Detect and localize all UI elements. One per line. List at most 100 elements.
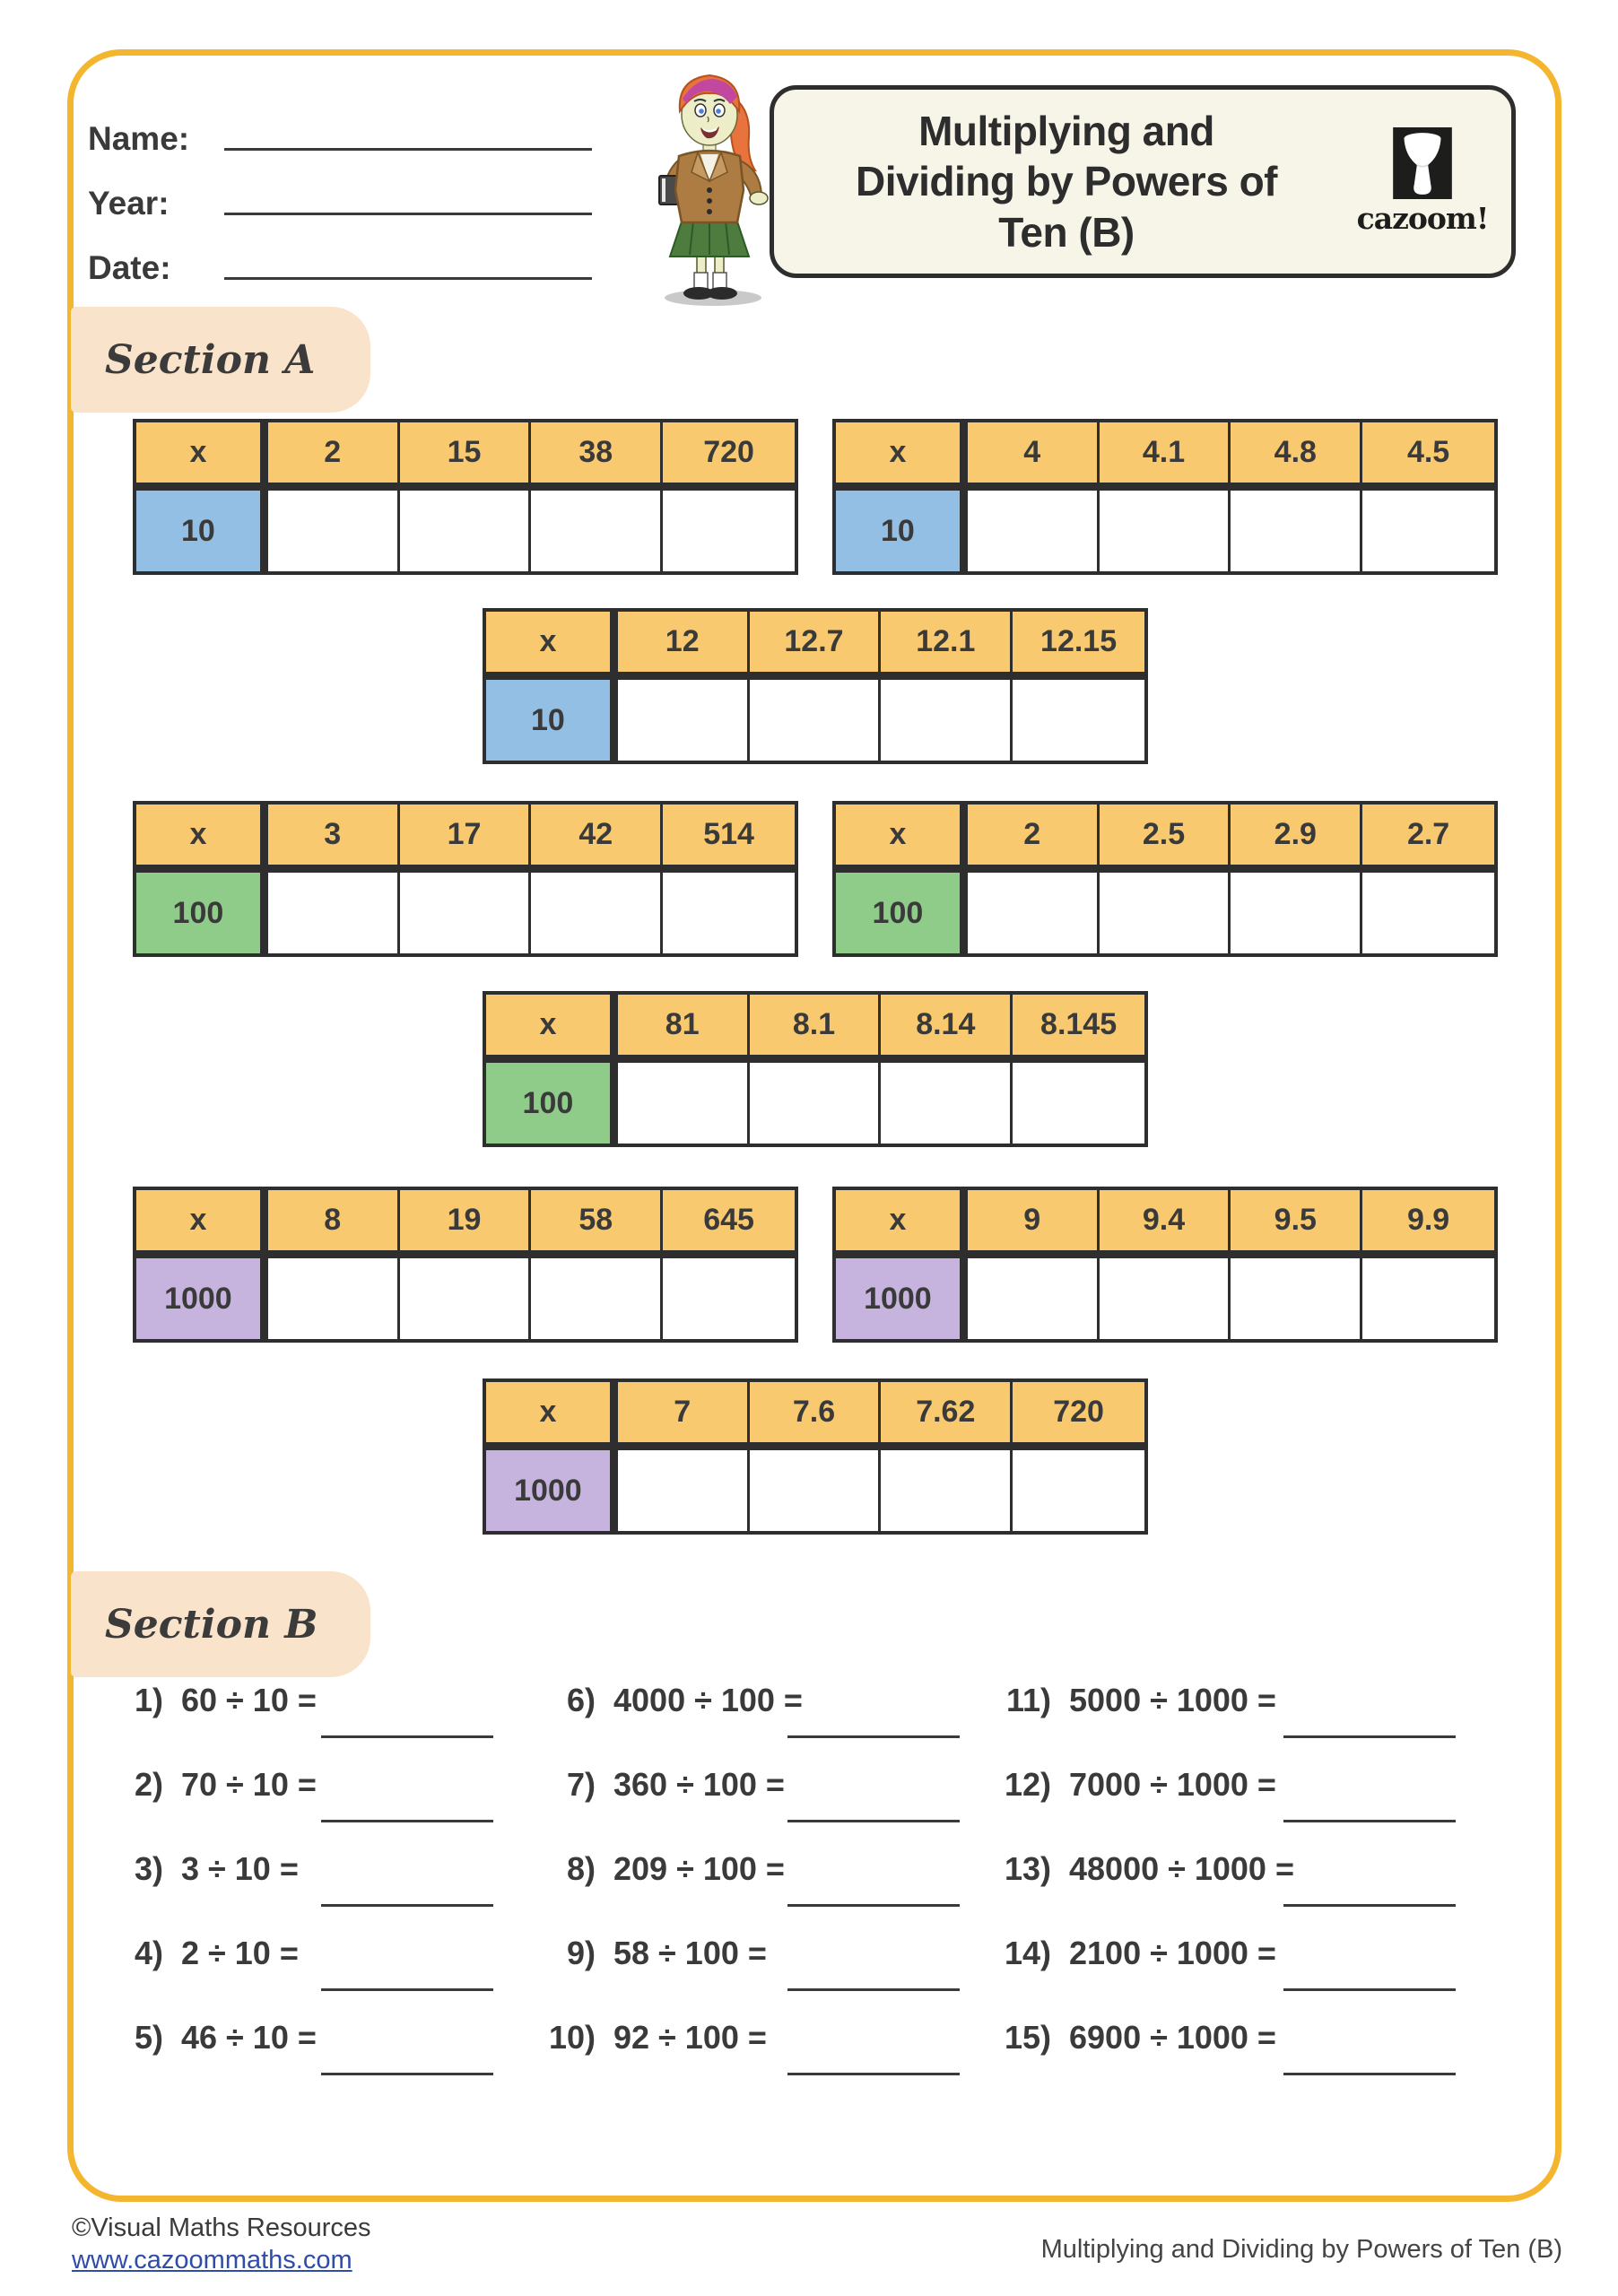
division-problem: 8) 209 ÷ 100 = — [538, 1850, 960, 1907]
header-value: 2 — [267, 422, 400, 491]
answer-cell — [618, 1063, 750, 1144]
answer-cell — [1013, 680, 1144, 761]
answer-cell — [1100, 491, 1231, 571]
header-value: 4 — [967, 422, 1100, 491]
date-row: Date: — [88, 222, 592, 287]
multiplier-cell: 100 — [136, 873, 268, 953]
times-100-table-1: x 3 17 42 514 100 — [133, 801, 798, 957]
answer-cell — [531, 491, 664, 571]
multiplier-cell: 10 — [836, 491, 968, 571]
problem-number: 6) — [566, 1682, 596, 1718]
division-problem: 12) 7000 ÷ 1000 = — [994, 1766, 1456, 1822]
answer-cell — [968, 1258, 1100, 1339]
problem-expression: 4000 ÷ 100 = — [613, 1682, 803, 1718]
year-write-line — [224, 213, 592, 215]
division-problem: 1) 60 ÷ 10 = — [106, 1682, 493, 1738]
times-10-table-2: x 4 4.1 4.8 4.5 10 — [832, 419, 1498, 575]
times-10-table-3: x 12 12.7 12.1 12.15 10 — [483, 608, 1148, 764]
page-border-frame — [67, 49, 1561, 2202]
division-problem: 11) 5000 ÷ 1000 = — [994, 1682, 1456, 1738]
answer-cell — [618, 1450, 750, 1531]
answer-line — [1283, 1820, 1456, 1822]
times-10-table-1: x 2 15 38 720 10 — [133, 419, 798, 575]
times-1000-table-3: x 7 7.6 7.62 720 1000 — [483, 1378, 1148, 1535]
problem-number: 13) — [1004, 1850, 1051, 1887]
cazoom-logo: cazoom! — [1346, 127, 1511, 236]
copyright-text: ©Visual Maths Resources — [72, 2213, 371, 2242]
division-problem: 7) 360 ÷ 100 = — [538, 1766, 960, 1822]
header-value: 720 — [1013, 1382, 1144, 1450]
multiplier-cell: 10 — [136, 491, 268, 571]
problem-expression: 6900 ÷ 1000 = — [1069, 2019, 1276, 2056]
name-write-line — [224, 148, 592, 151]
problem-expression: 2100 ÷ 1000 = — [1069, 1935, 1276, 1971]
website-link[interactable]: www.cazoommaths.com — [72, 2246, 352, 2275]
answer-line — [321, 1735, 493, 1738]
header-value: 58 — [531, 1190, 664, 1258]
answer-cell — [1362, 1258, 1494, 1339]
division-problem: 4) 2 ÷ 10 = — [106, 1935, 493, 1991]
answer-cell — [663, 491, 795, 571]
header-value: 9 — [967, 1190, 1100, 1258]
problem-number: 15) — [1004, 2019, 1051, 2056]
answer-cell — [663, 1258, 795, 1339]
year-label: Year: — [88, 185, 170, 222]
operator-cell: x — [136, 804, 268, 873]
answer-cell — [400, 491, 532, 571]
worksheet-title: Multiplying and Dividing by Powers of Te… — [774, 106, 1346, 258]
title-line-2: Dividing by Powers of — [855, 158, 1278, 205]
header-value: 12 — [617, 612, 750, 680]
operator-cell: x — [486, 1382, 618, 1450]
answer-cell — [400, 1258, 532, 1339]
header-value: 12.15 — [1013, 612, 1144, 680]
answer-cell — [1231, 873, 1363, 953]
header-value: 8 — [267, 1190, 400, 1258]
header-value: 9.5 — [1231, 1190, 1363, 1258]
header-value: 4.8 — [1231, 422, 1363, 491]
division-problem: 15) 6900 ÷ 1000 = — [994, 2019, 1456, 2075]
answer-cell — [968, 491, 1100, 571]
header-value: 19 — [399, 1190, 532, 1258]
multiplier-cell: 10 — [486, 680, 618, 761]
problem-number: 10) — [548, 2019, 596, 2056]
problem-number: 1) — [134, 1682, 163, 1718]
header-value: 9.9 — [1362, 1190, 1494, 1258]
section-b-heading: Section B — [71, 1571, 370, 1677]
djembe-drum-icon — [1393, 127, 1452, 199]
answer-cell — [1100, 873, 1231, 953]
operator-cell: x — [486, 995, 618, 1063]
problem-number: 7) — [566, 1766, 596, 1803]
header-value: 17 — [399, 804, 532, 873]
header-value: 720 — [663, 422, 795, 491]
answer-line — [321, 1904, 493, 1907]
answer-cell — [1231, 491, 1363, 571]
multiplier-cell: 1000 — [836, 1258, 968, 1339]
division-problem: 9) 58 ÷ 100 = — [538, 1935, 960, 1991]
header-value: 8.14 — [881, 995, 1013, 1063]
problem-expression: 70 ÷ 10 = — [181, 1766, 317, 1803]
problem-expression: 58 ÷ 100 = — [613, 1935, 767, 1971]
division-problem: 5) 46 ÷ 10 = — [106, 2019, 493, 2075]
year-row: Year: — [88, 158, 592, 222]
header-value: 2.5 — [1099, 804, 1231, 873]
times-1000-table-1: x 8 19 58 645 1000 — [133, 1187, 798, 1343]
problem-expression: 48000 ÷ 1000 = — [1069, 1850, 1294, 1887]
problem-number: 2) — [134, 1766, 163, 1803]
answer-line — [787, 1904, 960, 1907]
problem-expression: 3 ÷ 10 = — [181, 1850, 299, 1887]
division-problem: 14) 2100 ÷ 1000 = — [994, 1935, 1456, 1991]
answer-cell — [750, 680, 882, 761]
times-100-table-3: x 81 8.1 8.14 8.145 100 — [483, 991, 1148, 1147]
problem-number: 3) — [134, 1850, 163, 1887]
answer-line — [787, 1735, 960, 1738]
problem-number: 11) — [1005, 1682, 1051, 1718]
problem-number: 12) — [1004, 1766, 1051, 1803]
answer-cell — [268, 873, 400, 953]
worksheet-title-box: Multiplying and Dividing by Powers of Te… — [770, 85, 1516, 278]
answer-line — [787, 1988, 960, 1991]
answer-cell — [268, 491, 400, 571]
answer-cell — [1362, 491, 1494, 571]
answer-line — [787, 1820, 960, 1822]
multiplier-cell: 1000 — [486, 1450, 618, 1531]
header-value: 7.6 — [749, 1382, 882, 1450]
